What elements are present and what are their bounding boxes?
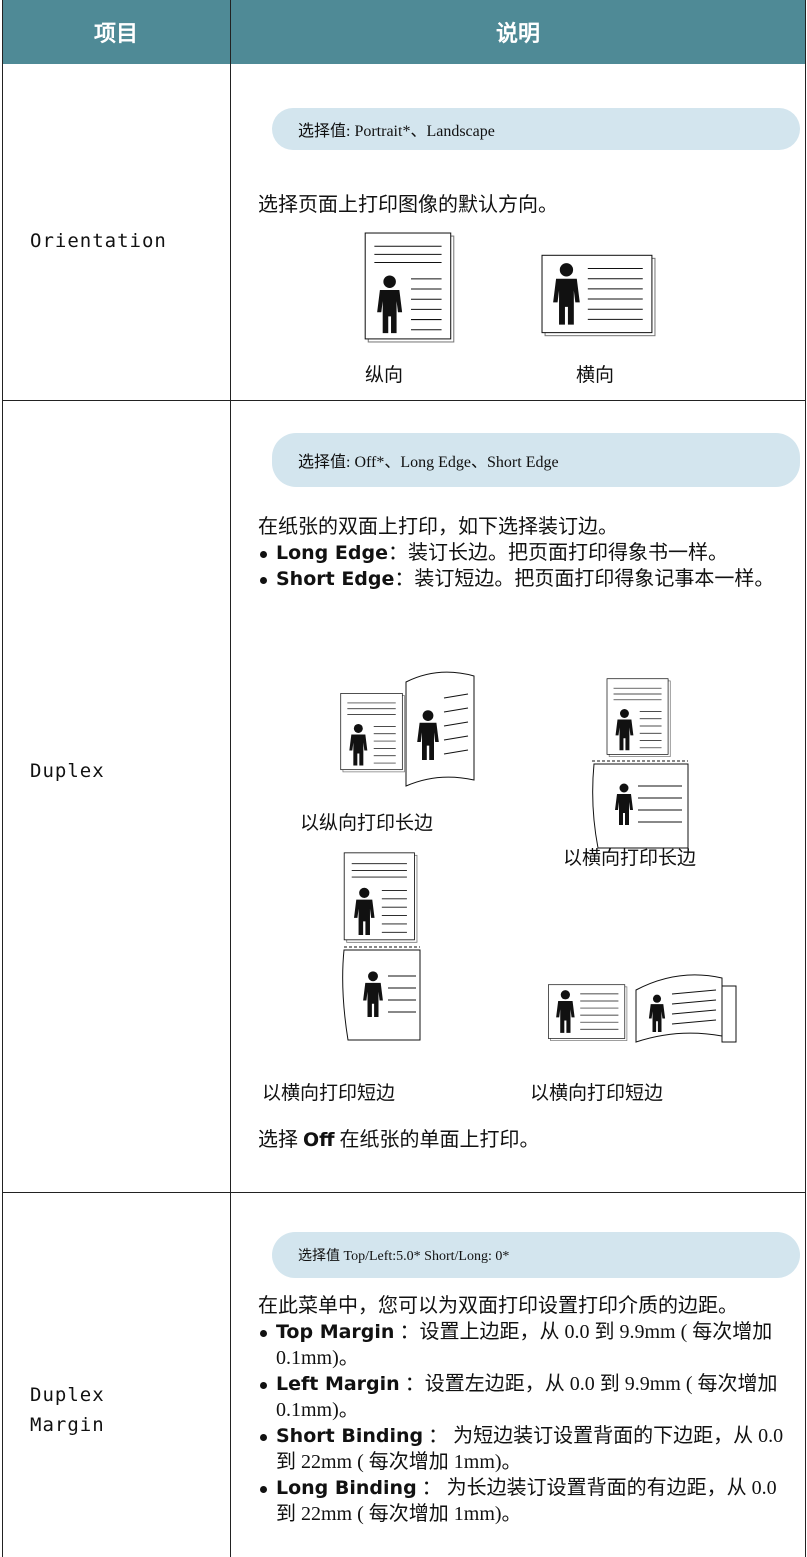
description-block: 在纸张的双面上打印，如下选择装订边。 Long Edge：装订长边。把页面打印得…: [258, 514, 788, 592]
description: 在纸张的双面上打印，如下选择装订边。: [258, 516, 618, 538]
item-cell: Orientation: [30, 226, 167, 256]
bullet-text: ： 为短边装订设置背面的下边距，从 0.0 到 22mm ( 每次增加 1mm)…: [276, 1425, 784, 1473]
bullet-text: ： 为长边装订设置背面的有边距，从 0.0 到 22mm ( 每次增加 1mm)…: [276, 1477, 777, 1525]
options: 选择值 Top/Left:5.0* Short/Long: 0*: [272, 1232, 800, 1278]
bullet: Short Binding ： 为短边装订设置背面的下边距，从 0.0 到 22…: [258, 1423, 788, 1475]
figure-caption: 以横向打印短边: [262, 1083, 396, 1104]
item-text: Orientation: [30, 230, 167, 252]
figure-caption: 以横向打印短边: [530, 1083, 664, 1104]
note-text: 在纸张的单面上打印。: [339, 1129, 540, 1151]
row-border: [2, 1192, 805, 1193]
figure-caption: 以横向打印长边: [563, 848, 697, 869]
options: 选择值: Portrait*、Landscape: [272, 108, 800, 150]
bullet-dot: [260, 1382, 267, 1389]
bullet-text: ：装订长边。把页面打印得象书一样。: [387, 542, 728, 564]
options: 选择值: Off*、Long Edge、Short Edge: [272, 433, 800, 487]
border: [230, 0, 231, 1557]
bullet-term: Short Edge: [276, 568, 395, 590]
note-term: Off: [303, 1129, 335, 1151]
figure-caption: 以纵向打印长边: [300, 813, 434, 834]
duplex-icon: [592, 676, 689, 849]
bullet: Top Margin ：设置上边距，从 0.0 到 9.9mm ( 每次增加 0…: [258, 1319, 788, 1371]
border: [805, 0, 806, 1557]
portrait-icon: [364, 232, 458, 346]
bullet-term: Top Margin: [276, 1321, 395, 1343]
description: 选择页面上打印图像的默认方向。: [258, 194, 558, 216]
bullet-term: Short Binding: [276, 1425, 424, 1447]
figure-caption: 横向: [576, 365, 615, 386]
bullet-dot: [260, 1330, 267, 1337]
description-block: 在此菜单中，您可以为双面打印设置打印介质的边距。 Top Margin ：设置上…: [258, 1293, 788, 1527]
duplex-icon: [338, 671, 475, 787]
duplex-icon: [538, 974, 737, 1043]
figure-caption: 纵向: [365, 365, 404, 386]
bullet-dot: [260, 1434, 267, 1441]
item-text: Margin: [30, 1414, 105, 1436]
duplex-icon: [342, 850, 421, 1041]
bullet: Long Binding ： 为长边装订设置背面的有边距，从 0.0 到 22m…: [258, 1475, 788, 1527]
bullet-dot: [260, 577, 267, 584]
note: 选择 Off 在纸张的单面上打印。: [258, 1127, 788, 1153]
bullet-dot: [260, 1486, 267, 1493]
bullet-text: ：设置左边距，从 0.0 到 9.9mm ( 每次增加 0.1mm)。: [276, 1373, 778, 1421]
item-text: Duplex: [30, 1384, 105, 1406]
item-cell: Duplex: [30, 756, 105, 786]
bullet-term: Long Binding: [276, 1477, 417, 1499]
bullet-term: Long Edge: [276, 542, 388, 564]
landscape-icon: [541, 254, 659, 340]
bullet-text: ：装订短边。把页面打印得象记事本一样。: [394, 568, 775, 590]
bullet-dot: [260, 551, 267, 558]
bullet: Left Margin ：设置左边距，从 0.0 到 9.9mm ( 每次增加 …: [258, 1371, 788, 1423]
bullet-text: ：设置上边距，从 0.0 到 9.9mm ( 每次增加 0.1mm)。: [276, 1321, 773, 1369]
description: 在此菜单中，您可以为双面打印设置打印介质的边距。: [258, 1295, 738, 1317]
header-cell: 项目: [2, 0, 230, 64]
bullet: Short Edge：装订短边。把页面打印得象记事本一样。: [258, 566, 788, 592]
border: [2, 0, 3, 1557]
header-cell: 说明: [231, 0, 805, 64]
row-border: [2, 400, 805, 401]
bullet-term: Left Margin: [276, 1373, 400, 1395]
item-cell: Duplex Margin: [30, 1380, 105, 1440]
bullet: Long Edge：装订长边。把页面打印得象书一样。: [258, 540, 788, 566]
note-text: 选择: [258, 1129, 298, 1151]
item-text: Duplex: [30, 760, 105, 782]
